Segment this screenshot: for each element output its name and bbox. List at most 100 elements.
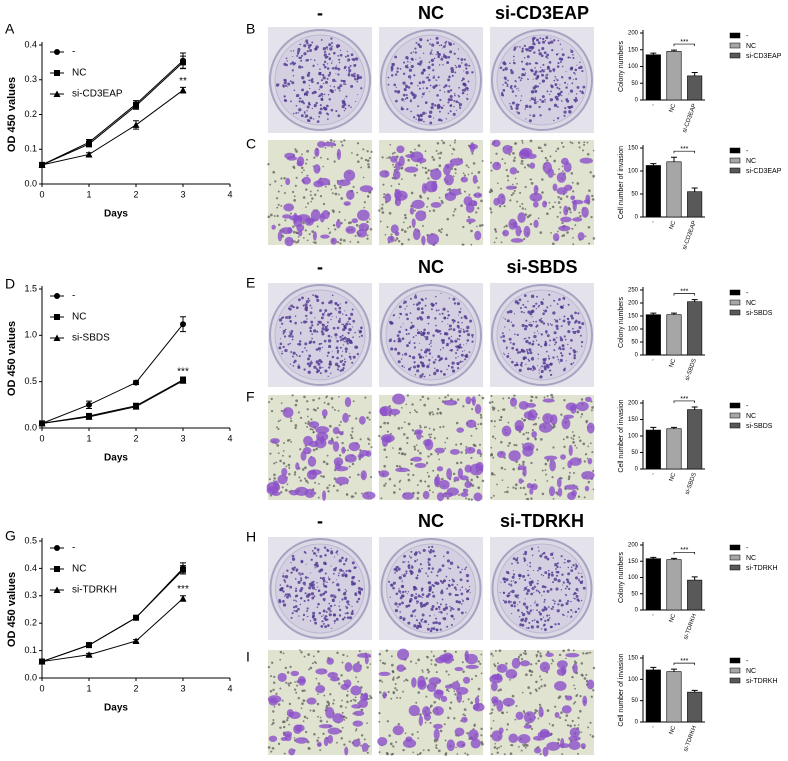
colony — [348, 105, 350, 107]
colony — [314, 295, 316, 297]
colony — [571, 615, 573, 617]
colony — [422, 618, 424, 620]
colony — [324, 625, 327, 628]
pore — [441, 140, 443, 142]
colony — [450, 95, 453, 98]
colony — [415, 51, 417, 53]
pore — [516, 183, 518, 185]
colony — [437, 571, 439, 573]
cell — [474, 192, 482, 198]
colony — [404, 308, 405, 309]
pore — [333, 141, 335, 143]
pore — [391, 655, 393, 657]
marker — [133, 121, 140, 128]
colony — [411, 322, 413, 324]
colony — [334, 556, 335, 557]
colony — [452, 580, 455, 583]
colony — [422, 331, 425, 334]
pore — [303, 396, 306, 399]
pore — [549, 155, 551, 157]
pore — [455, 651, 457, 653]
cell — [394, 189, 401, 200]
colony — [415, 119, 416, 120]
invasion-photo — [267, 139, 373, 246]
colony — [413, 96, 416, 99]
pore — [426, 206, 428, 208]
pore — [573, 684, 575, 686]
pore — [439, 152, 442, 155]
colony — [354, 78, 357, 81]
colony — [550, 626, 553, 629]
pore — [559, 206, 561, 208]
cell — [315, 426, 329, 434]
colony — [289, 586, 292, 589]
colony — [354, 332, 356, 334]
pore — [576, 411, 579, 414]
colony — [425, 305, 427, 307]
pore — [451, 153, 453, 155]
colony — [323, 561, 326, 564]
colony — [301, 322, 303, 324]
colony — [548, 294, 550, 296]
colony — [306, 607, 308, 609]
colony — [309, 342, 311, 344]
colony — [393, 340, 395, 342]
pore — [441, 478, 444, 481]
colony — [447, 90, 450, 93]
colony — [566, 100, 569, 103]
pore — [544, 684, 547, 687]
colony — [350, 324, 351, 325]
annotation: *** — [680, 658, 688, 665]
pore — [572, 237, 574, 239]
colony — [554, 623, 556, 625]
colony — [557, 579, 560, 582]
pore — [444, 448, 446, 450]
colony — [570, 601, 571, 602]
colony — [516, 81, 517, 82]
colony — [438, 622, 441, 625]
colony — [289, 331, 290, 332]
y-tick-label: 150 — [628, 146, 639, 152]
cell — [553, 233, 559, 241]
colony — [462, 600, 464, 602]
colony — [572, 57, 574, 59]
x-tick-label: - — [650, 358, 656, 362]
colony — [455, 65, 456, 66]
colony — [311, 360, 312, 361]
pore — [367, 150, 369, 152]
colony — [511, 107, 513, 109]
pore — [505, 662, 507, 664]
colony — [282, 316, 284, 318]
pore — [438, 229, 441, 232]
pore — [438, 749, 441, 752]
colony — [512, 343, 515, 346]
colony — [570, 363, 572, 365]
colony — [328, 94, 329, 95]
colony — [457, 338, 459, 340]
colony — [505, 318, 506, 319]
pore — [449, 145, 451, 147]
colony — [550, 363, 552, 365]
pore — [441, 228, 443, 230]
cell — [450, 449, 460, 455]
colony — [557, 93, 559, 95]
pore — [429, 722, 431, 724]
cell — [533, 202, 539, 208]
colony — [402, 580, 403, 581]
colony — [281, 353, 283, 355]
pore — [591, 406, 594, 409]
pore — [545, 474, 547, 476]
pore — [317, 693, 319, 695]
colony — [545, 75, 546, 76]
pore — [295, 404, 298, 407]
series — [39, 377, 186, 427]
cell — [382, 692, 386, 699]
pore — [468, 174, 470, 176]
colony — [405, 591, 407, 593]
colony — [327, 352, 329, 354]
marker — [54, 49, 60, 55]
pore — [570, 211, 572, 213]
error-bar — [692, 577, 698, 580]
pore — [491, 170, 493, 172]
colony — [309, 44, 310, 45]
